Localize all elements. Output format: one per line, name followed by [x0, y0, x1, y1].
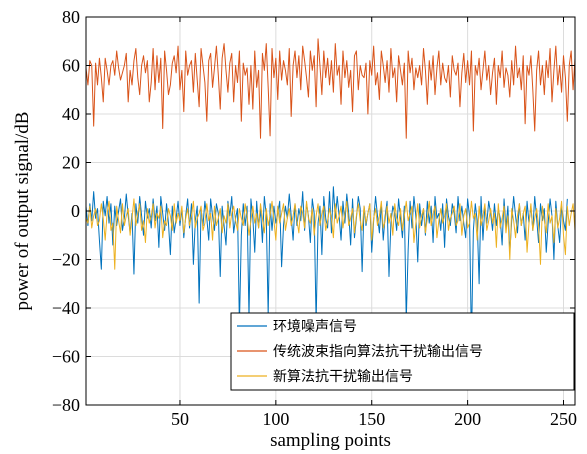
legend-box — [230, 312, 575, 391]
series-layer — [86, 38, 575, 345]
x-tick-label: 50 — [171, 409, 189, 429]
legend-entry-label: 环境噪声信号 — [273, 319, 357, 335]
y-tick-label: 20 — [62, 153, 80, 173]
tick-labels: 50 100 150 200 250 −80 −60 −40 −20 0 20 40 60 80 — [52, 7, 577, 429]
y-tick-label: 0 — [71, 201, 80, 221]
series-line-1 — [86, 38, 575, 139]
x-tick-label: 200 — [454, 409, 481, 429]
y-tick-label: −60 — [52, 347, 80, 367]
x-tick-label: 250 — [550, 409, 577, 429]
y-axis-label: power of output signal/dB — [12, 112, 33, 311]
y-tick-label: −40 — [52, 298, 80, 318]
x-tick-label: 150 — [358, 409, 385, 429]
y-tick-label: 80 — [62, 7, 80, 27]
series-line-2 — [86, 198, 575, 270]
x-tick-label: 100 — [262, 409, 289, 429]
x-axis-label: sampling points — [270, 430, 391, 451]
legend-entry-label: 新算法抗干扰输出信号 — [273, 369, 413, 385]
y-tick-label: −80 — [52, 395, 80, 415]
y-tick-label: 40 — [62, 104, 80, 124]
y-tick-label: −20 — [52, 250, 80, 270]
legend-entry-label: 传统波束指向算法抗干扰输出信号 — [273, 344, 483, 360]
y-tick-label: 60 — [62, 56, 80, 76]
